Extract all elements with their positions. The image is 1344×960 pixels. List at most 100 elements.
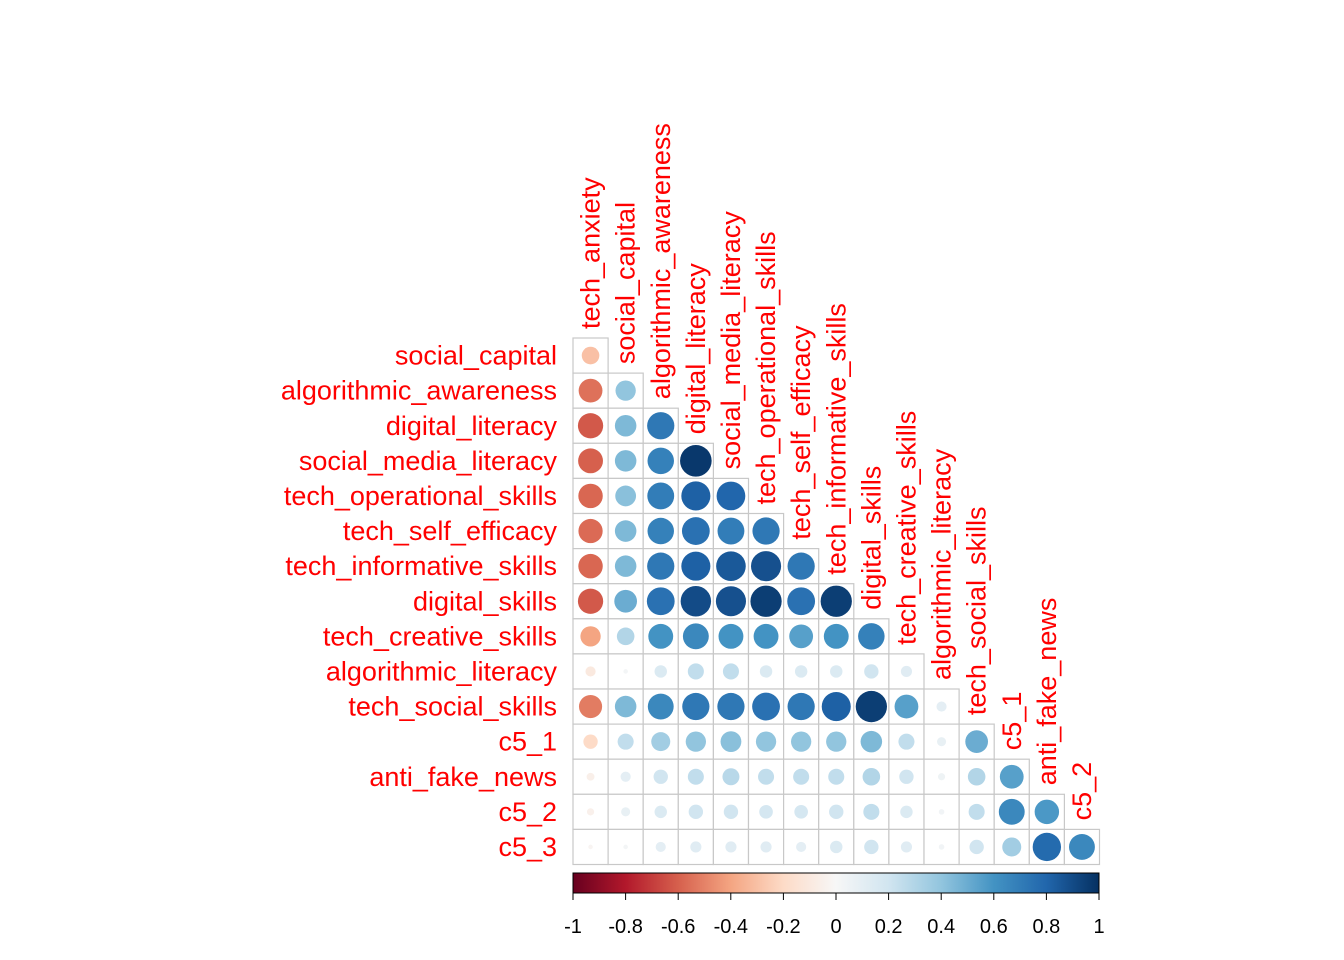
correlation-circle bbox=[578, 518, 603, 544]
correlation-circle bbox=[752, 692, 780, 721]
correlation-circle bbox=[864, 839, 879, 855]
row-label: tech_operational_skills bbox=[284, 481, 557, 511]
correlation-circle bbox=[682, 692, 710, 721]
correlation-circle bbox=[614, 589, 638, 613]
colorbar-tick-label: -0.8 bbox=[608, 916, 642, 938]
column-label: digital_skills bbox=[856, 466, 886, 610]
correlation-circle bbox=[578, 694, 603, 719]
correlation-circle bbox=[586, 808, 595, 816]
row-label: tech_informative_skills bbox=[285, 551, 557, 581]
correlation-circle bbox=[752, 517, 780, 545]
correlation-circle bbox=[680, 445, 712, 477]
correlation-circle bbox=[715, 586, 747, 617]
correlation-circle bbox=[617, 733, 634, 750]
correlation-circle bbox=[830, 665, 843, 678]
colorbar-tick-label: 0 bbox=[830, 916, 841, 938]
row-label: c5_3 bbox=[498, 832, 557, 862]
colorbar-tick-label: 0.4 bbox=[927, 916, 955, 938]
correlation-circle bbox=[647, 482, 675, 510]
correlation-circle bbox=[717, 692, 745, 721]
correlation-circle bbox=[681, 517, 710, 545]
correlation-circle bbox=[621, 807, 631, 817]
correlation-circle bbox=[900, 665, 913, 678]
correlation-circle bbox=[823, 623, 849, 649]
correlation-circle bbox=[578, 553, 603, 579]
correlation-circle bbox=[900, 805, 913, 819]
correlation-circle bbox=[647, 693, 674, 720]
column-label: tech_operational_skills bbox=[751, 231, 781, 504]
correlation-circle bbox=[899, 769, 914, 784]
correlation-circle bbox=[654, 805, 667, 819]
correlation-circle bbox=[860, 730, 883, 753]
column-label: tech_creative_skills bbox=[892, 411, 922, 645]
correlation-circle bbox=[716, 481, 746, 511]
correlation-circle bbox=[894, 694, 919, 719]
row-label: social_media_literacy bbox=[299, 446, 558, 476]
correlation-circle bbox=[647, 447, 674, 475]
correlation-circle bbox=[580, 626, 601, 647]
correlation-circle bbox=[725, 841, 737, 853]
row-label: c5_1 bbox=[498, 727, 557, 757]
correlation-circle bbox=[938, 809, 945, 815]
correlation-circle bbox=[794, 805, 808, 819]
correlation-circle bbox=[1032, 832, 1062, 862]
correlation-circle bbox=[687, 768, 704, 785]
correlation-circle bbox=[687, 663, 704, 680]
correlation-circle bbox=[722, 768, 740, 786]
correlation-circle bbox=[583, 734, 598, 749]
column-label: c5_2 bbox=[1067, 762, 1097, 821]
correlation-circle bbox=[655, 841, 666, 853]
row-label: tech_self_efficacy bbox=[343, 516, 558, 546]
correlation-circle bbox=[937, 773, 946, 781]
correlation-circle bbox=[796, 841, 807, 853]
correlation-circle bbox=[937, 737, 947, 747]
correlation-circle bbox=[577, 588, 604, 614]
column-label: algorithmic_awareness bbox=[646, 123, 676, 399]
correlation-circle bbox=[1002, 837, 1022, 857]
correlation-circle bbox=[690, 841, 702, 853]
correlation-circle bbox=[898, 733, 915, 750]
correlation-circle bbox=[586, 772, 595, 781]
correlation-circle bbox=[614, 414, 637, 437]
correlation-circle bbox=[936, 701, 947, 712]
correlation-circle bbox=[759, 805, 773, 819]
correlation-circle bbox=[616, 627, 635, 646]
correlation-circle bbox=[829, 804, 844, 820]
correlation-circle bbox=[685, 731, 706, 752]
correlation-circle bbox=[789, 624, 814, 649]
correlation-circle bbox=[681, 551, 711, 581]
correlation-circle bbox=[968, 803, 985, 820]
correlation-circle bbox=[722, 663, 739, 680]
correlation-circle bbox=[578, 448, 603, 474]
colorbar-tick-label: -0.6 bbox=[661, 916, 695, 938]
colorbar-tick-label: -0.2 bbox=[766, 916, 800, 938]
correlation-circle bbox=[578, 378, 603, 403]
correlation-circle bbox=[820, 585, 852, 617]
correlation-circle bbox=[999, 764, 1024, 789]
correlation-circle bbox=[647, 517, 674, 545]
correlation-circle bbox=[965, 730, 989, 754]
correlation-circle bbox=[969, 839, 984, 855]
correlation-circle bbox=[787, 587, 816, 616]
column-label: tech_anxiety bbox=[576, 177, 606, 329]
correlation-circle bbox=[787, 552, 815, 580]
correlation-circle bbox=[787, 692, 815, 721]
correlation-circle bbox=[651, 732, 671, 752]
column-label: social_capital bbox=[611, 202, 641, 364]
correlation-circle bbox=[760, 841, 772, 853]
correlation-circle bbox=[862, 767, 881, 786]
correlation-circle bbox=[648, 623, 674, 649]
correlation-circle bbox=[793, 768, 810, 785]
correlation-circle bbox=[578, 483, 603, 509]
correlation-circle bbox=[581, 346, 600, 365]
correlation-circle bbox=[585, 666, 596, 677]
correlation-circle bbox=[688, 804, 704, 820]
row-label: social_capital bbox=[395, 341, 557, 371]
correlation-circle bbox=[647, 412, 675, 440]
colorbar-tick-label: 0.8 bbox=[1032, 916, 1060, 938]
row-label: c5_2 bbox=[498, 797, 557, 827]
column-label: c5_1 bbox=[997, 692, 1027, 751]
correlation-circle bbox=[620, 771, 631, 782]
correlation-circle bbox=[998, 798, 1025, 825]
correlation-circle bbox=[750, 585, 782, 617]
